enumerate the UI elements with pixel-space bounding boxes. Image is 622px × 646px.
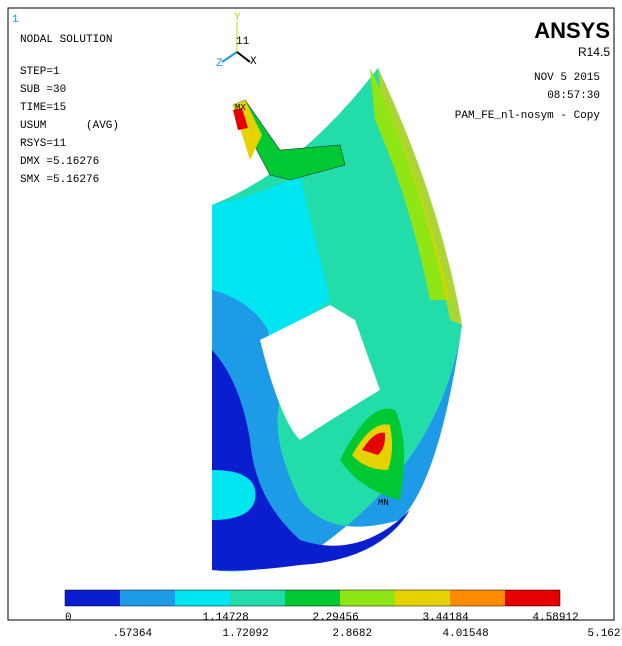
time: 08:57:30	[547, 90, 600, 102]
triad-z: Z	[216, 58, 223, 70]
legend-label: 5.16276	[588, 628, 622, 640]
max-marker: MX	[235, 103, 246, 113]
legend-label: 2.29456	[313, 612, 359, 624]
info-line: USUM	[20, 120, 46, 132]
legend-label: 1.14728	[203, 612, 249, 624]
date: NOV 5 2015	[534, 72, 600, 84]
avg-label: (AVG)	[86, 120, 119, 132]
info-line: SUB =30	[20, 84, 66, 96]
ansys-plot: 1 NODAL SOLUTION STEP=1 SUB =30 TIME=15 USU…	[0, 0, 622, 646]
info-line: TIME=15	[20, 102, 66, 114]
info-line: DMX =5.16276	[20, 156, 99, 168]
brand: ANSYS	[534, 18, 610, 43]
triad-y: Y	[234, 12, 241, 24]
legend-label: 0	[65, 612, 72, 624]
window-number: 1	[12, 14, 19, 26]
legend-label: .57364	[113, 628, 153, 640]
legend-swatch	[120, 590, 175, 606]
legend-swatch	[505, 590, 560, 606]
legend-swatch	[230, 590, 285, 606]
legend-label: 2.8682	[333, 628, 373, 640]
release: R14.5	[578, 45, 610, 59]
info-line: RSYS=11	[20, 138, 67, 150]
legend-label: 4.58912	[533, 612, 579, 624]
legend-swatch	[175, 590, 230, 606]
legend-swatch	[65, 590, 120, 606]
info-line: STEP=1	[20, 66, 60, 78]
legend-label: 3.44184	[423, 612, 470, 624]
legend-label: 1.72092	[223, 628, 269, 640]
min-marker: MN	[378, 498, 389, 508]
jobname: PAM_FE_nl-nosym - Copy	[455, 110, 601, 122]
triad-csys: 11	[236, 36, 250, 48]
screenshot: 1 NODAL SOLUTION STEP=1 SUB =30 TIME=15 USU…	[0, 0, 622, 646]
legend-swatch	[285, 590, 340, 606]
legend-swatch	[340, 590, 395, 606]
triad-x: X	[250, 56, 257, 68]
info-line: SMX =5.16276	[20, 174, 99, 186]
legend-swatch	[395, 590, 450, 606]
legend-swatch	[450, 590, 505, 606]
info-title: NODAL SOLUTION	[20, 34, 112, 46]
legend-label: 4.01548	[443, 628, 489, 640]
